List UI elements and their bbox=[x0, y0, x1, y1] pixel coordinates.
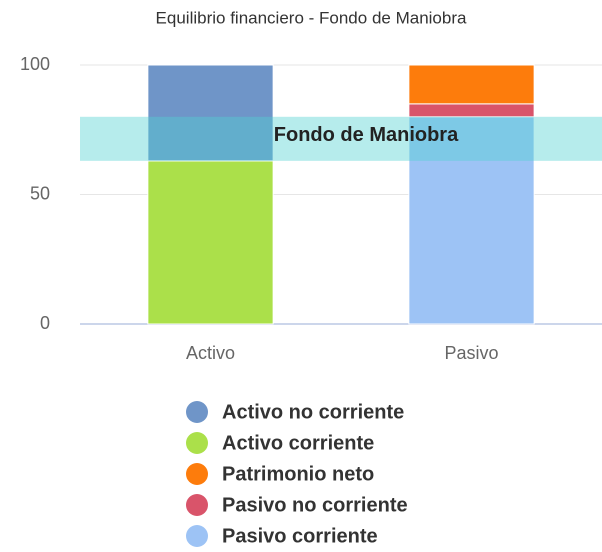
legend-label: Activo no corriente bbox=[222, 401, 404, 423]
plot-band-label: Fondo de Maniobra bbox=[274, 124, 459, 146]
plot-band bbox=[80, 116, 602, 161]
legend-label: Pasivo corriente bbox=[222, 525, 378, 547]
x-tick-label: Activo bbox=[186, 343, 235, 363]
bar-segment bbox=[147, 160, 274, 325]
legend-marker bbox=[186, 525, 208, 547]
y-tick-label: 0 bbox=[40, 313, 50, 333]
y-tick-label: 100 bbox=[20, 54, 50, 74]
legend-marker bbox=[186, 463, 208, 485]
legend-label: Patrimonio neto bbox=[222, 463, 374, 485]
x-tick-label: Pasivo bbox=[444, 343, 498, 363]
legend-marker bbox=[186, 401, 208, 423]
bar-segment bbox=[408, 103, 535, 118]
bar-segment bbox=[408, 64, 535, 105]
legend-label: Activo corriente bbox=[222, 432, 374, 454]
chart-title: Equilibrio financiero - Fondo de Maniobr… bbox=[156, 8, 467, 27]
legend-marker bbox=[186, 432, 208, 454]
legend-marker bbox=[186, 494, 208, 516]
legend-label: Pasivo no corriente bbox=[222, 494, 408, 516]
bar-segment bbox=[147, 64, 274, 162]
y-tick-label: 50 bbox=[30, 183, 50, 203]
